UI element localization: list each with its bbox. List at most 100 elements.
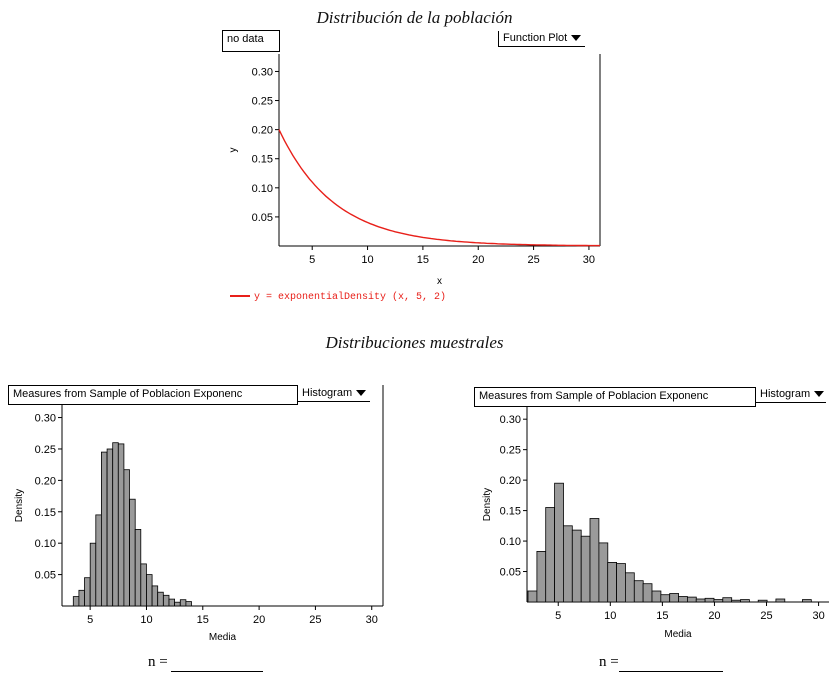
legend-text: y = exponentialDensity (x, 5, 2) [254,292,447,303]
x-tick-label: 15 [197,614,209,626]
y-tick-label: 0.15 [252,154,273,166]
histogram-bar [129,498,136,607]
population-legend: y = exponentialDensity (x, 5, 2) [230,291,446,303]
histogram-bar [713,599,724,603]
y-tick-label: 0.25 [500,445,521,457]
histogram-bar [101,451,108,607]
histogram-bar [179,599,187,607]
y-tick-label: 0.20 [500,475,521,487]
histogram-bar [106,448,114,607]
histogram-bar [185,601,192,607]
y-tick-label: 0.30 [35,413,56,425]
x-tick-label: 30 [583,254,595,266]
y-tick-label: 0.20 [252,125,273,137]
population-chart: 0.05 0.10 0.15 0.20 0.25 0.30 5 10 15 20 25 30 x y [228,54,601,287]
histogram-bar [669,593,680,603]
x-tick-label: 10 [604,610,616,622]
histogram-bar [802,599,812,603]
samples-title: Distribuciones muestrales [325,333,504,352]
panel2-menu-label: Histogram [760,388,811,400]
population-plot-menu[interactable]: Function Plot [498,31,586,47]
histogram-bar [123,469,130,607]
x-tick-label: 15 [417,254,429,266]
histogram-bar [162,594,170,607]
histogram-bar [168,598,175,607]
panel2-n-blank[interactable]: ​ [618,654,723,672]
histogram-bar [687,596,697,603]
histogram-bar [740,599,750,603]
histogram-bar [134,529,142,607]
histogram-bar [95,514,102,607]
x-tick-label: 5 [87,614,93,626]
dropdown-arrow-icon [356,390,367,397]
x-tick-label: 10 [361,254,373,266]
y-axis-label: y [228,148,239,153]
x-tick-label: 20 [708,610,720,622]
histogram-bar [616,563,626,603]
panel1-header[interactable]: Measures from Sample of Poblacion Expone… [8,385,298,405]
y-tick-label: 0.05 [252,212,273,224]
histogram-bar [598,542,609,603]
population-source-label[interactable]: no data [222,30,280,52]
y-tick-label: 0.25 [35,444,56,456]
panel1-histogram-menu[interactable]: Histogram [297,386,371,402]
dropdown-arrow-icon [571,35,582,42]
histogram-1: 0.05 0.10 0.15 0.20 0.25 0.30 5 10 15 20 25 30 Media… [14,385,384,643]
y-axis-label: Density [14,489,25,522]
histogram-bar [580,535,591,603]
x-tick-label: 10 [140,614,152,626]
histogram-bar [89,542,97,607]
histogram-bar [140,563,147,607]
histogram-bar [678,596,688,603]
legend-swatch [230,295,250,298]
y-tick-label: 0.10 [500,536,521,548]
y-tick-label: 0.30 [500,414,521,426]
density-curve [278,129,600,247]
x-tick-label: 15 [656,610,668,622]
histogram-bar [589,518,600,603]
x-tick-label: 25 [760,610,772,622]
x-tick-label: 5 [309,254,315,266]
histogram-bar [571,529,582,603]
panel1-n-label: n = [148,654,168,670]
panel2-n-label: n = [599,654,619,670]
panel2-header[interactable]: Measures from Sample of Poblacion Expone… [474,387,756,407]
histogram-bar [607,562,618,603]
histogram-bar [660,594,671,603]
x-tick-label: 30 [366,614,378,626]
histogram-bar [84,577,91,607]
panel1-n-blank[interactable]: ​ [171,654,264,672]
histogram-bar [695,598,706,603]
x-tick-label: 25 [527,254,539,266]
histogram-bar [757,599,768,603]
x-tick-label: 20 [253,614,265,626]
x-tick-label: 25 [309,614,321,626]
histogram-bar [72,596,80,607]
panel1-menu-label: Histogram [302,387,353,399]
x-axis-label: Media [664,629,692,640]
histogram-bar [527,590,538,603]
y-tick-label: 0.05 [35,570,56,582]
population-title: Distribución de la población [316,8,513,27]
y-tick-label: 0.30 [252,66,273,78]
histogram-bar [642,583,653,603]
histogram-bar [554,482,564,603]
panel2-n-field: n =​ [599,654,723,672]
histogram-bar [545,507,556,603]
histogram-bar [563,525,573,603]
histogram-bar [722,597,733,603]
panel2-histogram-menu[interactable]: Histogram [755,387,827,403]
histogram-bar [633,580,644,603]
histogram-2: 0.05 0.10 0.15 0.20 0.25 0.30 5 10 15 20 25 30 Media… [482,387,829,640]
histogram-bar [536,551,547,603]
histogram-bar [117,443,125,607]
histogram-bar [78,589,85,607]
population-plot-menu-label: Function Plot [503,32,568,44]
histogram-bar [704,597,715,603]
histogram-bar [174,601,181,607]
histogram-bar [651,590,662,603]
histogram-bar [625,572,635,603]
histogram-bar [157,591,164,607]
y-tick-label: 0.20 [35,475,56,487]
